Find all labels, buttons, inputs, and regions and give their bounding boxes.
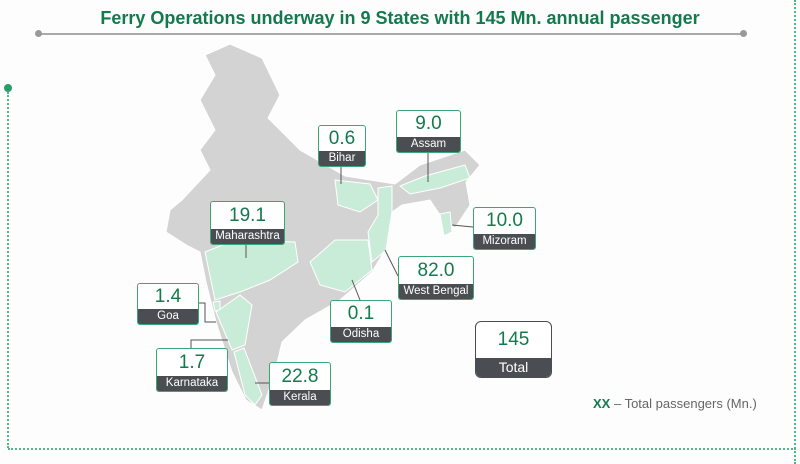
- callout-label: Goa: [138, 309, 198, 324]
- title-divider: [38, 33, 742, 35]
- callout-label: Bihar: [319, 151, 365, 166]
- callout-value: 22.8: [281, 365, 319, 387]
- dotted-border: [794, 0, 796, 464]
- state-odisha: [309, 239, 373, 293]
- state-karnataka: [215, 294, 253, 351]
- callout-value: 19.1: [229, 204, 266, 226]
- callout-label: West Bengal: [399, 284, 473, 299]
- dotted-border: [7, 92, 9, 448]
- callout-label: Karnataka: [157, 376, 227, 391]
- state-mizoram: [439, 211, 453, 237]
- callout-label: Maharashtra: [211, 229, 284, 244]
- state-west-bengal: [367, 185, 393, 263]
- legend-text: – Total passengers (Mn.): [613, 396, 757, 411]
- callout-total: 145 Total: [475, 321, 552, 378]
- callout-value: 9.0: [415, 113, 442, 134]
- callout-value: 0.6: [328, 127, 356, 149]
- callout-kerala: 22.8 Kerala: [269, 362, 331, 406]
- callout-value: 1.4: [154, 285, 182, 307]
- callout-label: Kerala: [270, 390, 330, 405]
- callout-label: Mizoram: [474, 234, 535, 249]
- dotted-border: [8, 448, 796, 450]
- total-label: Total: [476, 358, 551, 377]
- state-bihar: [334, 179, 379, 213]
- state-assam: [399, 164, 471, 195]
- callout-maharashtra: 19.1 Maharashtra: [210, 201, 285, 245]
- divider-endpoint: [740, 30, 747, 37]
- state-kerala: [233, 347, 263, 406]
- callout-assam: 9.0 Assam: [396, 110, 461, 153]
- legend: XX – Total passengers (Mn.): [593, 396, 757, 411]
- leader-lines: [190, 152, 474, 384]
- callout-label: Odisha: [331, 327, 391, 342]
- legend-key: XX: [593, 396, 611, 411]
- callout-bihar: 0.6 Bihar: [318, 125, 366, 167]
- callout-value: 82.0: [417, 259, 455, 281]
- callout-karnataka: 1.7 Karnataka: [156, 348, 228, 392]
- callout-value: 10.0: [486, 210, 523, 231]
- callout-odisha: 0.1 Odisha: [330, 300, 392, 343]
- callout-value: 1.7: [178, 351, 206, 373]
- callout-mizoram: 10.0 Mizoram: [473, 207, 536, 250]
- page-title: Ferry Operations underway in 9 States wi…: [100, 8, 700, 28]
- callout-value: 0.1: [347, 303, 375, 324]
- callout-goa: 1.4 Goa: [137, 283, 199, 325]
- total-value: 145: [497, 329, 530, 350]
- divider-endpoint: [35, 30, 42, 37]
- callout-label: Assam: [397, 137, 460, 152]
- timeline-dot: [4, 84, 12, 92]
- callout-west-bengal: 82.0 West Bengal: [398, 256, 474, 300]
